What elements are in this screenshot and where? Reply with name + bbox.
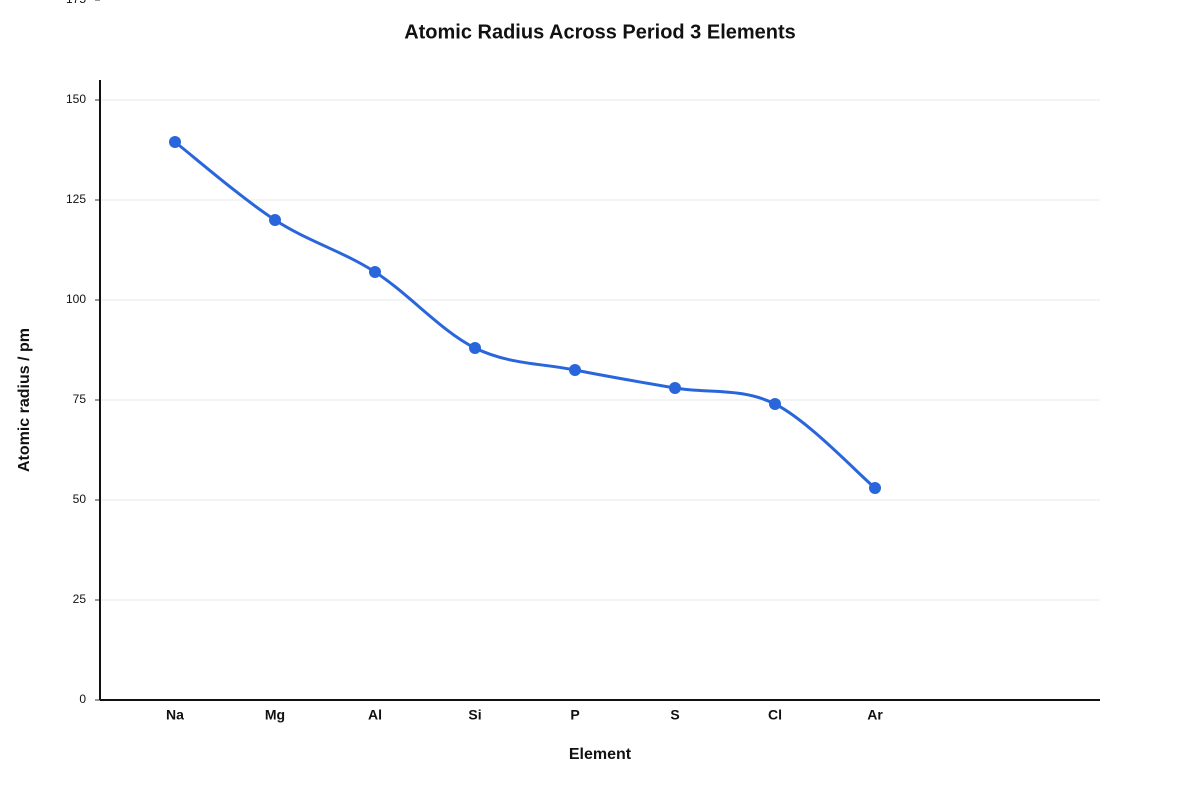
y-tick-label: 125 <box>66 192 86 206</box>
data-point <box>469 342 481 354</box>
y-tick-label: 75 <box>73 392 87 406</box>
x-tick-label: S <box>670 707 679 723</box>
data-point <box>169 136 181 148</box>
y-tick-label: 150 <box>66 92 86 106</box>
y-tick-label: 0 <box>79 692 86 706</box>
y-tick-label: 175 <box>66 0 86 6</box>
x-tick-label: Na <box>166 707 184 723</box>
data-point <box>269 214 281 226</box>
y-axis-title: Atomic radius / pm <box>16 328 33 472</box>
x-tick-label: Al <box>368 707 382 723</box>
chart-title: Atomic Radius Across Period 3 Elements <box>404 21 796 43</box>
y-tick-label: 25 <box>73 592 87 606</box>
data-point <box>869 482 881 494</box>
data-point <box>669 382 681 394</box>
x-tick-label: Mg <box>265 707 285 723</box>
x-tick-label: Ar <box>867 707 883 723</box>
x-tick-label: P <box>570 707 579 723</box>
x-tick-label: Si <box>468 707 481 723</box>
x-tick-label: Cl <box>768 707 782 723</box>
data-point <box>569 364 581 376</box>
data-point <box>369 266 381 278</box>
data-point <box>769 398 781 410</box>
y-tick-label: 100 <box>66 292 86 306</box>
series-line <box>174 140 876 490</box>
y-tick-label: 50 <box>73 492 87 506</box>
x-axis-title: Element <box>569 746 632 763</box>
